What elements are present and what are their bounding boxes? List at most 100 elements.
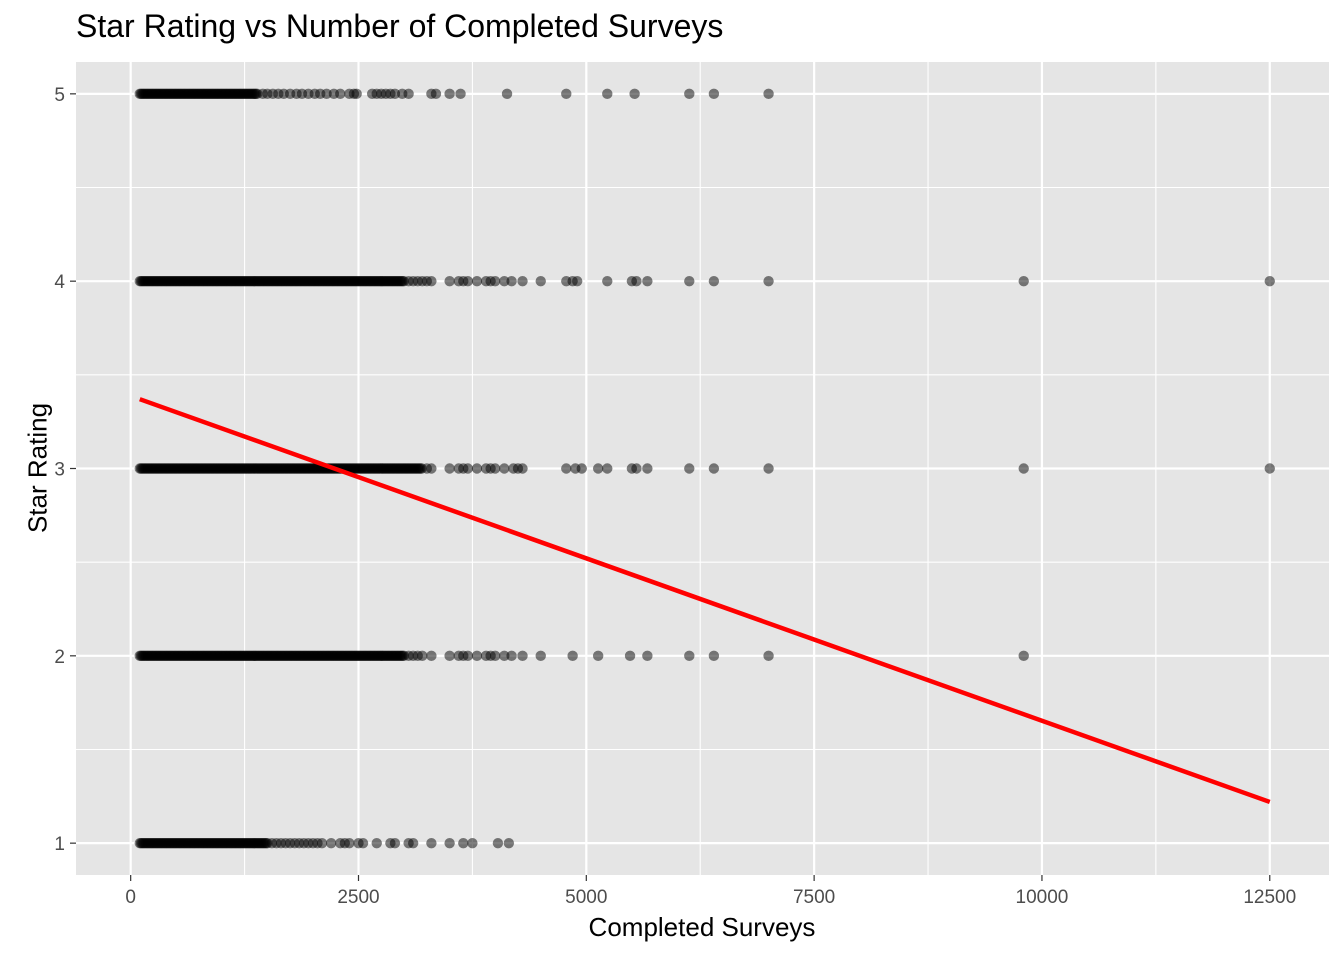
data-point — [357, 837, 369, 849]
y-tick-label: 5 — [54, 85, 65, 106]
data-point — [444, 88, 455, 100]
data-point — [602, 88, 613, 100]
data-point — [684, 650, 695, 662]
y-tick-label: 2 — [54, 647, 65, 668]
data-point — [426, 837, 437, 849]
y-axis: 1 2 3 4 5 — [54, 85, 76, 855]
data-point — [444, 463, 455, 474]
data-point — [335, 88, 346, 100]
data-points — [134, 88, 1275, 849]
x-axis: 0 2500 5000 7500 10000 12500 — [125, 875, 1296, 908]
data-point — [499, 650, 510, 662]
data-point — [572, 275, 583, 287]
data-point — [471, 275, 483, 287]
data-point — [1018, 275, 1029, 287]
data-point — [503, 837, 515, 849]
x-axis-label: Completed Surveys — [588, 912, 816, 942]
data-point — [631, 275, 642, 287]
data-point — [344, 837, 355, 849]
data-point — [467, 837, 478, 849]
data-point — [499, 463, 510, 474]
data-point — [708, 463, 720, 474]
data-point — [517, 275, 528, 287]
data-point — [426, 463, 437, 474]
data-point — [629, 88, 640, 100]
data-point — [462, 650, 474, 662]
data-point — [763, 275, 774, 287]
data-point — [642, 650, 653, 662]
data-point — [592, 650, 604, 662]
data-point — [708, 88, 720, 100]
data-point — [403, 88, 414, 100]
trend-line — [139, 397, 1271, 805]
data-point — [684, 88, 695, 100]
data-point — [684, 275, 695, 287]
x-tick-label: 7500 — [793, 887, 835, 908]
data-point — [576, 463, 587, 474]
data-point — [517, 463, 528, 474]
x-tick-label: 0 — [125, 887, 136, 908]
data-point — [371, 837, 382, 849]
data-point — [426, 650, 437, 662]
data-point — [407, 837, 419, 849]
data-point — [708, 650, 720, 662]
data-point — [763, 650, 774, 662]
data-point — [1018, 650, 1029, 662]
data-point — [316, 837, 328, 849]
x-tick-label: 12500 — [1243, 887, 1296, 908]
y-tick-label: 4 — [54, 272, 65, 293]
data-point — [417, 650, 428, 662]
data-point — [389, 837, 401, 849]
data-point — [489, 275, 501, 287]
data-point — [501, 88, 513, 100]
data-point — [631, 463, 642, 474]
chart-title: Star Rating vs Number of Completed Surve… — [76, 8, 724, 44]
data-point — [1018, 463, 1029, 474]
data-point — [351, 88, 362, 100]
data-point — [624, 650, 636, 662]
data-point — [471, 650, 483, 662]
data-point — [561, 463, 572, 474]
data-point — [499, 275, 510, 287]
data-point — [561, 88, 572, 100]
data-point — [462, 463, 474, 474]
data-point — [642, 275, 653, 287]
data-point — [592, 463, 604, 474]
data-point — [535, 650, 546, 662]
data-point — [389, 88, 401, 100]
data-point — [492, 837, 504, 849]
data-point — [763, 463, 774, 474]
data-point — [684, 463, 695, 474]
y-tick-label: 3 — [54, 460, 65, 481]
data-point — [444, 837, 455, 849]
data-point — [1264, 463, 1275, 474]
data-point — [321, 88, 332, 100]
data-point — [471, 463, 483, 474]
x-tick-label: 2500 — [337, 887, 379, 908]
data-point — [1264, 275, 1275, 287]
data-point — [602, 463, 613, 474]
data-point — [444, 650, 455, 662]
data-point — [506, 275, 517, 287]
trend-line-group — [139, 397, 1271, 805]
data-point — [535, 275, 546, 287]
data-point — [462, 275, 474, 287]
data-point — [444, 275, 455, 287]
data-point — [426, 275, 437, 287]
data-point — [517, 650, 528, 662]
data-point — [763, 88, 774, 100]
data-point — [458, 837, 469, 849]
data-point — [602, 275, 613, 287]
data-point — [567, 650, 578, 662]
x-tick-label: 10000 — [1016, 887, 1069, 908]
data-point — [489, 463, 501, 474]
data-point — [489, 650, 501, 662]
data-point — [455, 88, 466, 100]
x-tick-label: 5000 — [565, 887, 607, 908]
y-tick-label: 1 — [54, 834, 65, 855]
data-point — [430, 88, 442, 100]
data-point — [642, 463, 653, 474]
data-point — [506, 650, 517, 662]
data-point — [325, 837, 337, 849]
